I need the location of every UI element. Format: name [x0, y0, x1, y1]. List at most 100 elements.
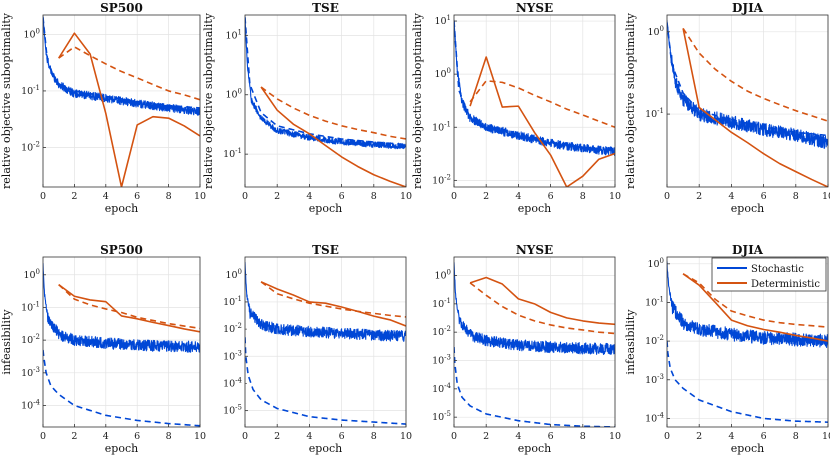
- x-tick-label: 8: [793, 191, 799, 202]
- x-tick-label: 0: [40, 431, 46, 442]
- stochastic-dashed-line: [454, 20, 615, 151]
- y-tick-label: 100: [647, 257, 664, 270]
- x-tick-label: 8: [580, 431, 586, 442]
- x-tick-label: 0: [242, 191, 248, 202]
- y-tick-label: 10-2: [21, 333, 40, 346]
- panel-title: NYSE: [516, 1, 553, 15]
- x-tick-label: 2: [71, 431, 77, 442]
- x-tick-label: 4: [515, 431, 521, 442]
- axes-frame: [666, 14, 829, 188]
- x-tick-label: 0: [451, 191, 457, 202]
- x-tick-label: 6: [134, 191, 140, 202]
- x-axis-label: epoch: [105, 202, 138, 215]
- x-axis-label: epoch: [731, 202, 764, 215]
- y-axis-label: relative objective suboptimality: [411, 12, 424, 189]
- x-tick-label: 0: [40, 191, 46, 202]
- x-tick-label: 10: [194, 191, 206, 202]
- x-tick-label: 6: [548, 431, 554, 442]
- y-axis-label: relative objective suboptimality: [202, 12, 215, 189]
- x-axis-label: epoch: [518, 202, 551, 215]
- stochastic-solid-line: [454, 262, 615, 355]
- deterministic-dashed-line: [682, 27, 828, 122]
- y-tick-label: 10-3: [645, 373, 664, 386]
- stochastic-solid-line: [454, 19, 615, 156]
- panel-objective-djia: 0 2 4 6 8 10 10-1 100 DJIA epoch relative objectiv…: [624, 1, 830, 215]
- stochastic-solid-line: [43, 16, 200, 116]
- panel-objective-tse: 0 2 4 6 8 10 10-1 100 101 TSE epoch relative object…: [202, 1, 412, 215]
- x-tick-label: 2: [696, 431, 702, 442]
- x-tick-label: 10: [400, 191, 412, 202]
- y-tick-label: 100: [647, 25, 664, 38]
- x-tick-label: 6: [761, 191, 767, 202]
- y-axis-label: infeasibility: [624, 309, 637, 375]
- y-tick-label: 10-1: [432, 297, 451, 310]
- y-tick-label: 10-1: [645, 107, 664, 120]
- deterministic-dashed-line: [682, 273, 828, 328]
- axes-frame: [453, 256, 616, 428]
- x-tick-label: 2: [274, 431, 280, 442]
- panel-title: DJIA: [732, 1, 764, 15]
- x-tick-label: 4: [103, 191, 109, 202]
- y-tick-label: 10-3: [21, 366, 40, 379]
- x-tick-label: 4: [728, 191, 734, 202]
- y-tick-label: 100: [225, 88, 242, 101]
- legend: Stochastic Deterministic: [711, 257, 827, 292]
- x-axis-label: epoch: [731, 442, 764, 455]
- x-axis-label: epoch: [309, 202, 342, 215]
- legend-stochastic-label: Stochastic: [751, 264, 804, 275]
- y-tick-label: 101: [225, 28, 242, 41]
- panel-infeasibility-tse: 0 2 4 6 8 10 10-5 10-3 10-1 10-4 10-2 100 TSE epoch: [223, 243, 412, 455]
- y-tick-label: 100: [23, 268, 40, 281]
- axes-frame: [666, 256, 829, 428]
- deterministic-dashed-line: [260, 86, 406, 140]
- x-tick-label: 8: [166, 191, 172, 202]
- axes-frame: [42, 256, 201, 428]
- x-tick-label: 10: [194, 431, 206, 442]
- deterministic-solid-line: [58, 283, 200, 333]
- x-tick-label: 6: [761, 431, 767, 442]
- y-tick-label: 10-1: [21, 84, 40, 97]
- legend-box: [711, 257, 827, 292]
- deterministic-solid-line: [682, 273, 828, 342]
- x-tick-label: 10: [609, 431, 621, 442]
- y-tick-label: 10-2: [432, 325, 451, 338]
- x-tick-label: 10: [822, 431, 830, 442]
- y-tick-label: 100: [23, 27, 40, 40]
- deterministic-solid-line: [260, 86, 406, 187]
- y-tick-label: 10-3: [432, 354, 451, 367]
- stochastic-dashed-line: [454, 346, 615, 427]
- x-tick-label: 6: [339, 191, 345, 202]
- panel-infeasibility-djia: 0 2 4 6 8 10 10-4 10-3 10-2 10-1 100 DJIA epoch infea…: [624, 243, 830, 455]
- y-axis-label: relative objective suboptimality: [624, 12, 637, 189]
- y-minor-tick-label: 100: [225, 268, 242, 281]
- x-tick-label: 8: [166, 431, 172, 442]
- y-tick-label: 10-2: [645, 334, 664, 347]
- panel-title: TSE: [312, 243, 339, 257]
- x-tick-label: 2: [483, 431, 489, 442]
- x-tick-label: 2: [696, 191, 702, 202]
- y-tick-label: 10-4: [432, 382, 451, 395]
- panel-objective-nyse: 0 2 4 6 8 10 10-2 10-1 100 101 NYSE epoch relative o…: [411, 1, 621, 215]
- x-tick-label: 4: [728, 431, 734, 442]
- stochastic-dashed-line: [667, 22, 828, 137]
- y-tick-label: 10-2: [432, 173, 451, 186]
- deterministic-dashed-line: [58, 284, 200, 330]
- y-minor-tick-label: 10-4: [223, 376, 242, 389]
- y-tick-label: 10-5: [432, 410, 451, 423]
- deterministic-dashed-line: [58, 46, 200, 101]
- stochastic-dashed-line: [245, 337, 406, 425]
- x-tick-label: 0: [664, 431, 670, 442]
- panel-title: SP500: [100, 243, 143, 257]
- stochastic-dashed-line: [245, 17, 406, 146]
- x-tick-label: 6: [134, 431, 140, 442]
- y-tick-label: 10-1: [21, 300, 40, 313]
- x-tick-label: 8: [371, 431, 377, 442]
- deterministic-solid-line: [260, 281, 406, 327]
- y-tick-label: 10-5: [223, 404, 242, 417]
- deterministic-dashed-line: [469, 79, 615, 129]
- deterministic-solid-line: [58, 32, 200, 187]
- y-minor-tick-label: 10-2: [223, 322, 242, 335]
- deterministic-solid-line: [682, 28, 828, 187]
- panel-infeasibility-nyse: 0 2 4 6 8 10 10-5 10-4 10-3 10-2 10-1 100 NYSE epoch: [432, 243, 621, 455]
- x-tick-label: 0: [451, 431, 457, 442]
